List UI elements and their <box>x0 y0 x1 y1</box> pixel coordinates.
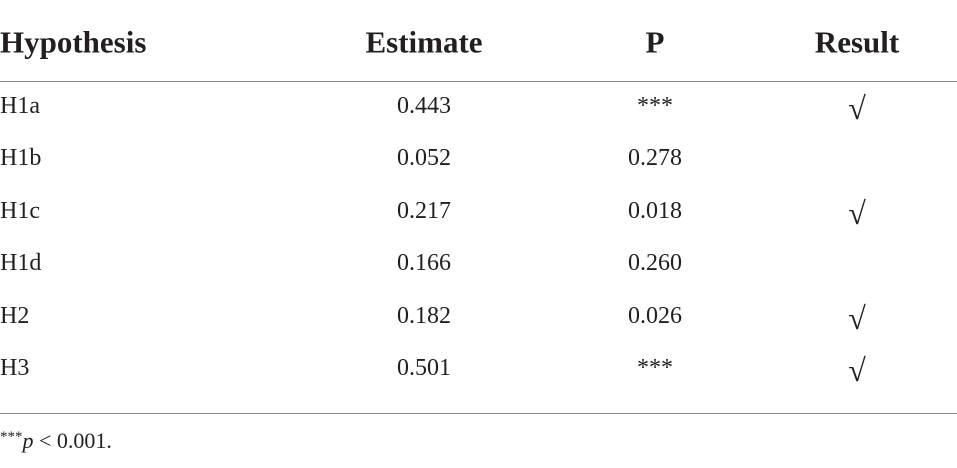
p-cell: *** <box>637 93 673 119</box>
hypothesis-cell: H2 <box>0 302 30 329</box>
p-cell: *** <box>637 355 673 381</box>
estimate-cell: 0.217 <box>397 197 451 224</box>
column-header: P <box>645 24 665 60</box>
column-header: Hypothesis <box>0 24 147 60</box>
p-cell: 0.260 <box>628 250 682 277</box>
column-header: Result <box>814 24 900 60</box>
estimate-cell: 0.052 <box>397 145 451 172</box>
p-cell: 0.278 <box>628 145 682 172</box>
hypothesis-cell: H1b <box>0 145 42 172</box>
result-cell: √ <box>848 299 866 336</box>
hypothesis-cell: H1d <box>0 250 42 277</box>
footnote-text: < 0.001. <box>33 428 112 453</box>
p-cell: 0.018 <box>628 197 682 224</box>
hypothesis-cell: H1c <box>0 197 40 224</box>
result-cell: √ <box>848 90 866 126</box>
p-cell: 0.026 <box>628 302 682 329</box>
column-header: Estimate <box>365 24 483 60</box>
bottom-rule <box>0 413 957 414</box>
hypothesis-cell: H3 <box>0 355 30 381</box>
result-cell: √ <box>848 194 866 231</box>
estimate-cell: 0.166 <box>397 250 451 277</box>
footnote-symbol: p <box>22 428 34 453</box>
estimate-cell: 0.443 <box>397 93 451 119</box>
footnote: ***p < 0.001. <box>0 428 112 454</box>
footnote-marker: *** <box>0 429 23 445</box>
result-cell: √ <box>848 352 866 388</box>
estimate-cell: 0.182 <box>397 302 451 329</box>
estimate-cell: 0.501 <box>397 355 451 381</box>
hypothesis-cell: H1a <box>0 93 40 119</box>
header-rule <box>0 81 957 82</box>
